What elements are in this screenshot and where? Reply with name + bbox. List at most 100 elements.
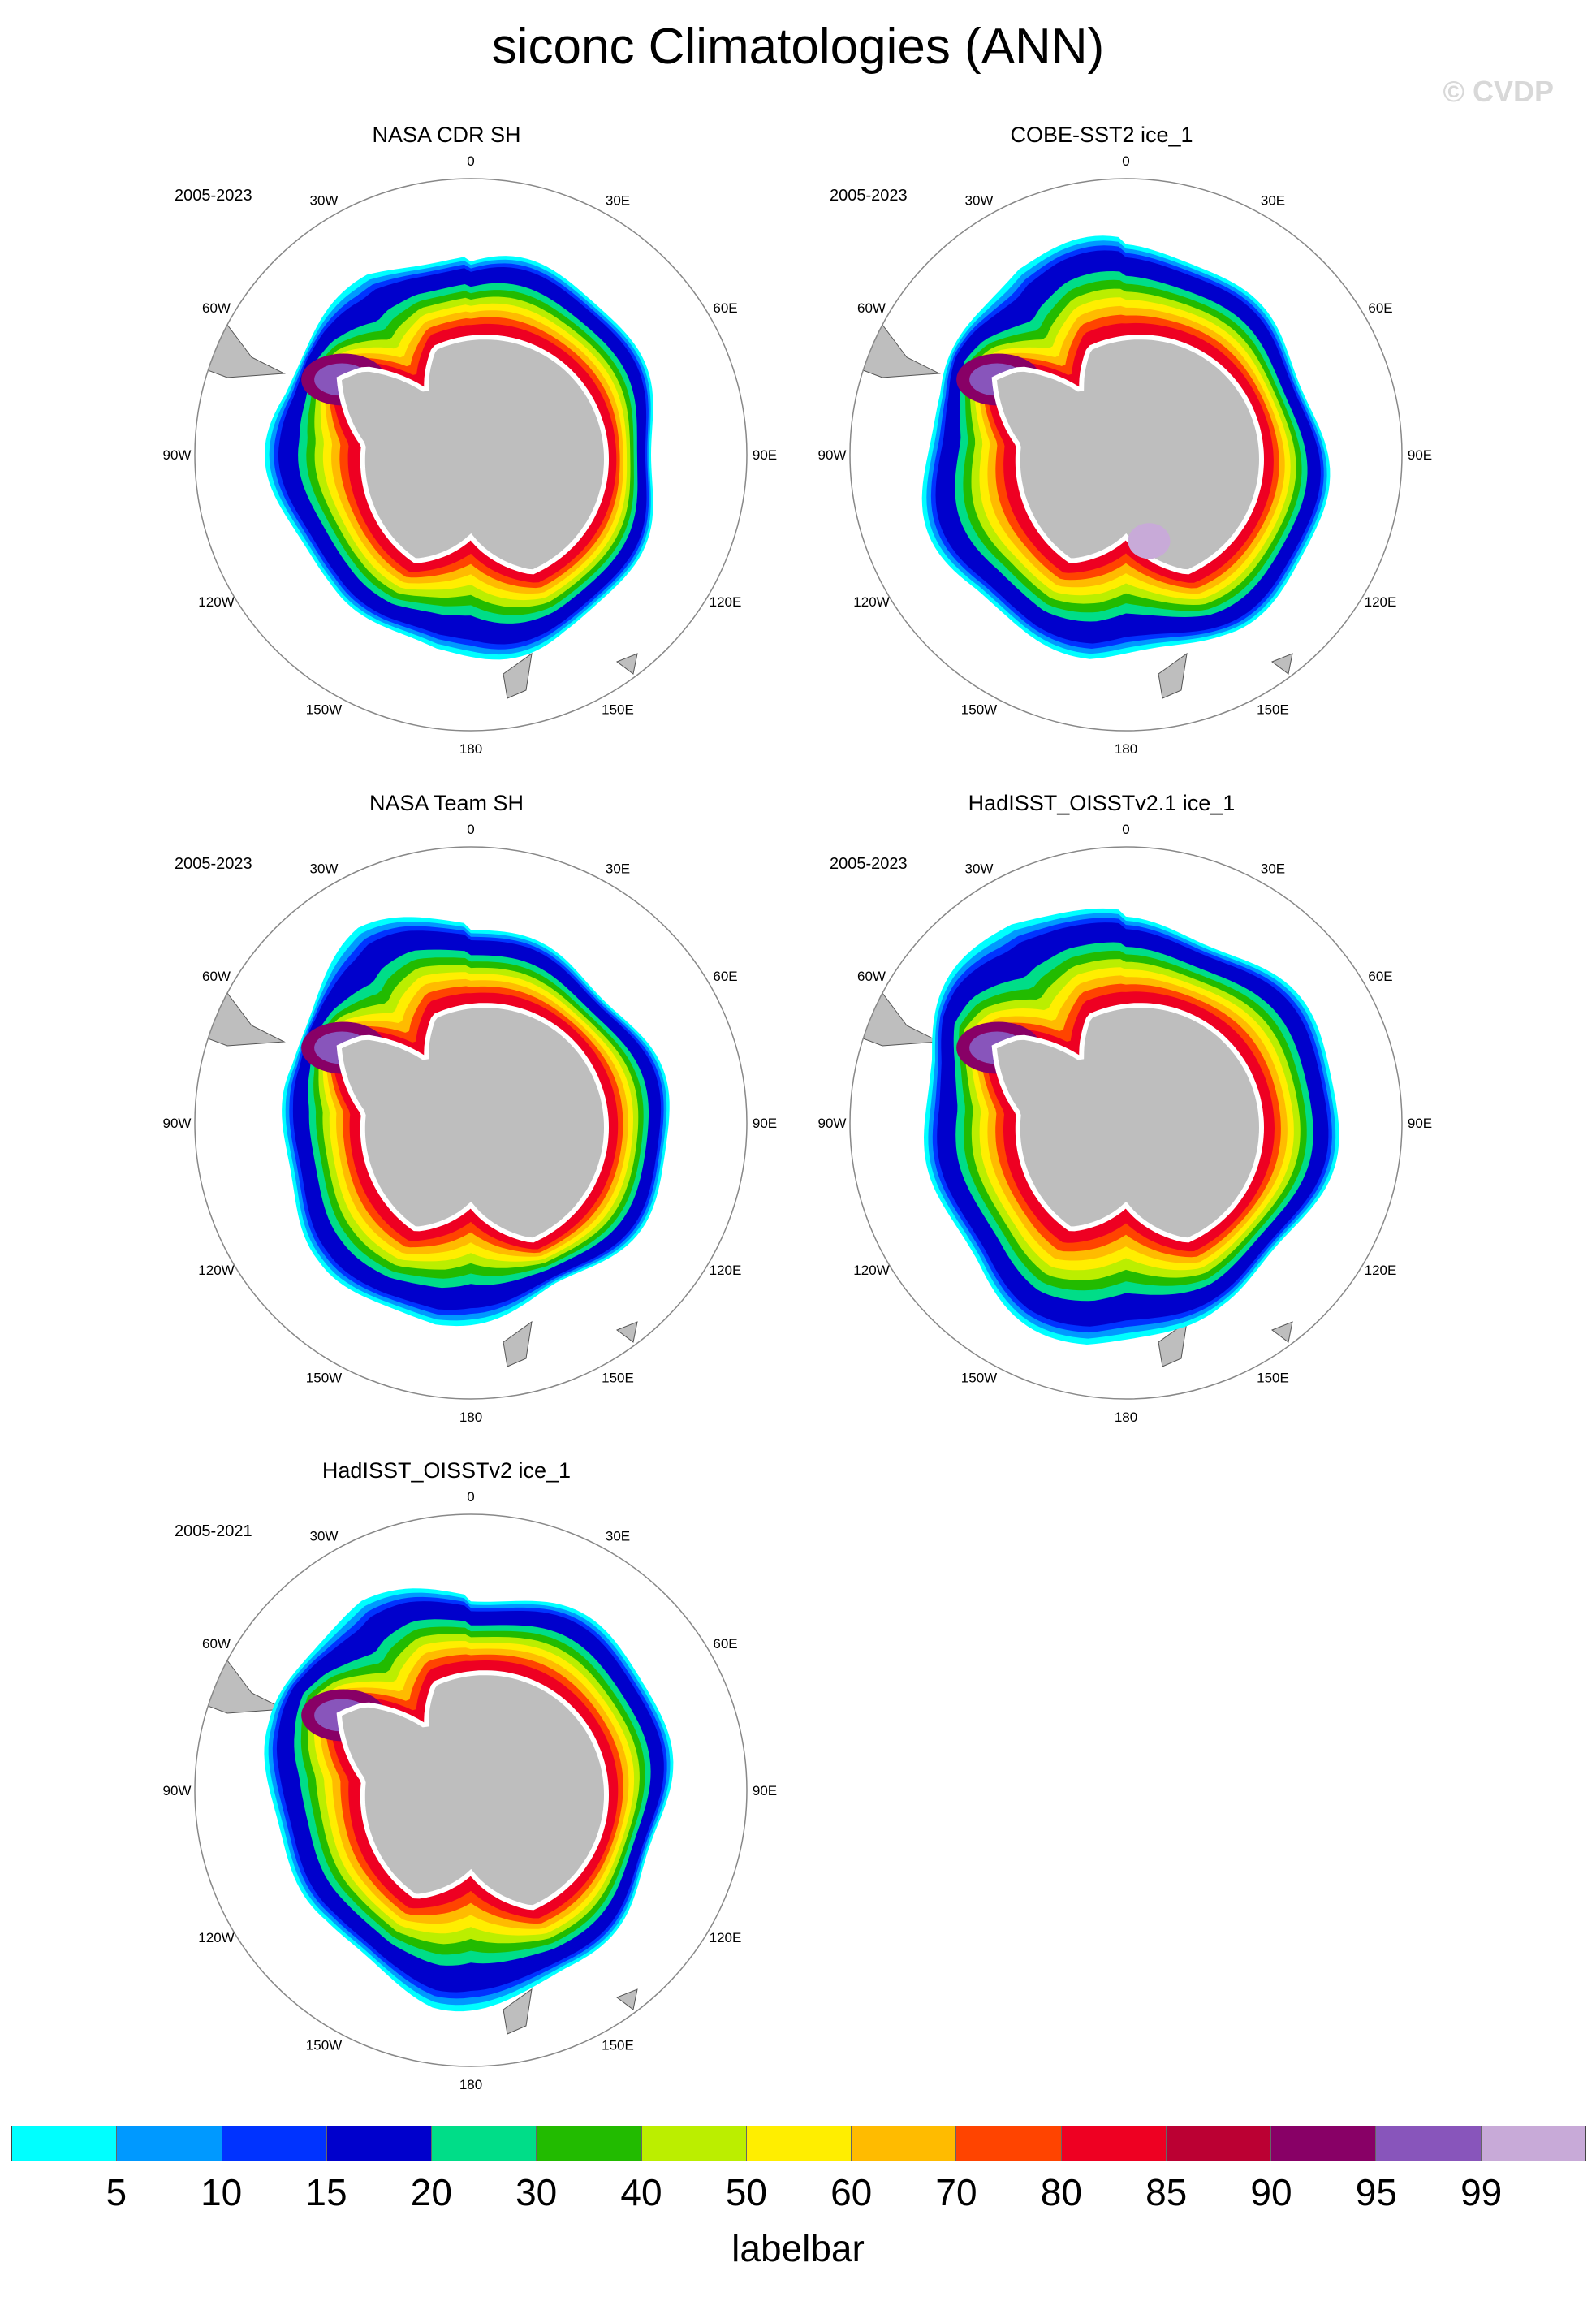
longitude-label: 120W xyxy=(198,1930,234,1945)
longitude-label: 120E xyxy=(1365,1263,1397,1278)
longitude-label: 180 xyxy=(459,1410,482,1425)
longitude-label: 150E xyxy=(602,1371,634,1386)
panel-period: 2005-2021 xyxy=(175,1522,252,1540)
panel-title: HadISST_OISSTv2 ice_1 xyxy=(321,1458,572,1483)
longitude-label: 30E xyxy=(1261,192,1285,208)
labelbar-tick-label: 90 xyxy=(1250,2171,1292,2213)
longitude-label: 30W xyxy=(965,192,994,208)
longitude-label: 90W xyxy=(818,447,847,463)
labelbar-color-box xyxy=(852,2126,957,2161)
antarctica-land xyxy=(991,1003,1265,1243)
panel-title: NASA Team SH xyxy=(369,791,524,815)
labelbar-color-box xyxy=(1271,2126,1377,2161)
labelbar-color-box xyxy=(1061,2126,1167,2161)
panel-period: 2005-2023 xyxy=(175,187,252,205)
panel-period: 2005-2023 xyxy=(175,855,252,873)
longitude-label: 120E xyxy=(710,1930,742,1945)
labelbar-tick-label: 70 xyxy=(935,2171,977,2213)
longitude-label: 60W xyxy=(202,300,231,316)
panel-title: NASA CDR SH xyxy=(372,123,521,147)
longitude-label: 120W xyxy=(198,1263,234,1278)
longitude-label: 90E xyxy=(753,1116,777,1131)
map-panel: HadISST_OISSTv2.1 ice_1 2005-2023 0 30E 60E 9… xyxy=(761,790,1443,1431)
longitude-label: 60E xyxy=(713,300,737,316)
longitude-label: 120E xyxy=(710,1263,742,1278)
longitude-label: 90W xyxy=(163,447,192,463)
labelbar-tick-label: 85 xyxy=(1145,2171,1188,2213)
longitude-label: 30E xyxy=(1261,861,1285,876)
longitude-label: 60E xyxy=(713,1636,737,1652)
longitude-label: 60W xyxy=(202,1636,231,1652)
labelbar-ticks: 5 10 15 20 30 40 50 60 70 80 85 90 95 99 xyxy=(11,2170,1586,2218)
longitude-label: 180 xyxy=(1115,1410,1137,1425)
figure-title: siconc Climatologies (ANN) xyxy=(491,19,1105,75)
longitude-label: 150E xyxy=(602,2038,634,2053)
labelbar-tick-label: 99 xyxy=(1460,2171,1503,2213)
longitude-label: 180 xyxy=(459,2077,482,2092)
longitude-label: 60E xyxy=(1368,969,1392,984)
new-zealand-land xyxy=(503,1320,533,1367)
polar-stereographic-map: 0 30E 60E 90E 120E 150E 180 150W 120W 90W 60W 30W xyxy=(163,822,778,1425)
longitude-label: 90W xyxy=(818,1116,847,1131)
longitude-label: 30W xyxy=(965,861,994,876)
antarctica-land xyxy=(336,1670,610,1911)
longitude-label: 0 xyxy=(467,153,474,169)
longitude-label: 0 xyxy=(1122,822,1129,837)
longitude-label: 90E xyxy=(1408,1116,1432,1131)
longitude-label: 120W xyxy=(853,594,889,610)
labelbar-color-box xyxy=(1166,2126,1272,2161)
new-zealand-land xyxy=(1158,652,1188,699)
tasmania-land xyxy=(615,1988,638,2010)
panel-period: 2005-2023 xyxy=(830,855,908,873)
labelbar-tick-label: 5 xyxy=(106,2171,127,2213)
map-panel: NASA Team SH 2005-2023 0 30E 60E 90E 120E 150E 1… xyxy=(106,790,787,1431)
map-panel: NASA CDR SH 2005-2023 0 30E 60E 90E 120E 150E 18… xyxy=(106,122,787,763)
longitude-label: 150E xyxy=(602,702,634,718)
longitude-label: 150W xyxy=(961,702,997,718)
longitude-label: 90E xyxy=(753,447,777,463)
labelbar-title: labelbar xyxy=(731,2227,865,2269)
longitude-label: 150W xyxy=(306,702,342,718)
map-boundary xyxy=(194,178,748,732)
longitude-label: 0 xyxy=(467,822,474,837)
longitude-label: 120W xyxy=(853,1263,889,1278)
labelbar-tick-label: 60 xyxy=(830,2171,873,2213)
labelbar-tick-label: 95 xyxy=(1355,2171,1397,2213)
labelbar-tick-label: 80 xyxy=(1040,2171,1082,2213)
longitude-label: 150E xyxy=(1257,1371,1289,1386)
color-labelbar xyxy=(11,2126,1586,2161)
longitude-label: 60W xyxy=(857,969,886,984)
longitude-label: 90E xyxy=(753,1783,777,1798)
labelbar-color-box xyxy=(12,2126,118,2161)
labelbar-color-box xyxy=(1481,2126,1585,2161)
longitude-label: 60E xyxy=(1368,300,1392,316)
longitude-label: 30E xyxy=(606,192,630,208)
panel-title: COBE-SST2 ice_1 xyxy=(1010,123,1193,147)
longitude-label: 90W xyxy=(163,1116,192,1131)
labelbar-color-box xyxy=(746,2126,852,2161)
longitude-label: 150E xyxy=(1257,702,1289,718)
labelbar-color-box xyxy=(537,2126,642,2161)
labelbar-color-box xyxy=(117,2126,222,2161)
tasmania-land xyxy=(615,653,638,675)
panel-title: HadISST_OISSTv2.1 ice_1 xyxy=(968,791,1236,815)
longitude-label: 90W xyxy=(163,1783,192,1798)
longitude-label: 30W xyxy=(310,1528,339,1544)
map-panel: COBE-SST2 ice_1 2005-2023 0 30E 60E 90E 120E 15… xyxy=(761,122,1443,763)
longitude-label: 30E xyxy=(606,861,630,876)
tasmania-land xyxy=(1270,1321,1293,1343)
antarctica-land xyxy=(336,335,610,575)
labelbar-color-box xyxy=(326,2126,433,2161)
map-panel: HadISST_OISSTv2 ice_1 2005-2021 0 30E 60E 90E… xyxy=(106,1457,787,2099)
longitude-label: 0 xyxy=(1122,153,1129,169)
polar-stereographic-map: 0 30E 60E 90E 120E 150E 180 150W 120W 90W 60W 30W xyxy=(818,822,1433,1425)
labelbar-color-box xyxy=(222,2126,327,2161)
tasmania-land xyxy=(615,1321,638,1343)
new-zealand-land xyxy=(503,652,533,699)
longitude-label: 120E xyxy=(710,594,742,610)
labelbar-tick-label: 20 xyxy=(410,2171,452,2213)
labelbar-color-box xyxy=(641,2126,747,2161)
map-boundary xyxy=(849,178,1403,732)
labelbar-tick-label: 30 xyxy=(515,2171,558,2213)
longitude-label: 60E xyxy=(713,969,737,984)
